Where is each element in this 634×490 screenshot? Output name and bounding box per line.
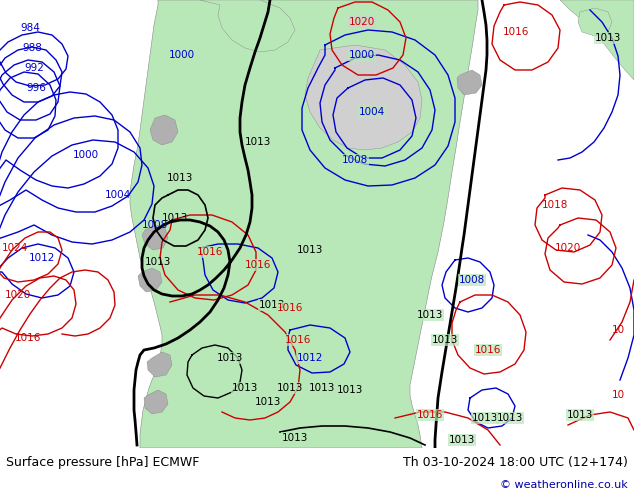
Text: 996: 996	[26, 83, 46, 93]
Polygon shape	[457, 70, 482, 95]
Text: 1013: 1013	[309, 383, 335, 393]
Text: 1012: 1012	[297, 353, 323, 363]
Text: 1013: 1013	[567, 410, 593, 420]
Text: 1013: 1013	[245, 137, 271, 147]
Text: 1013: 1013	[432, 335, 458, 345]
Text: Th 03-10-2024 18:00 UTC (12+174): Th 03-10-2024 18:00 UTC (12+174)	[403, 456, 628, 469]
Text: 1016: 1016	[277, 303, 303, 313]
Text: 1016: 1016	[475, 345, 501, 355]
Text: 1013: 1013	[472, 413, 498, 423]
Text: 10: 10	[611, 390, 624, 400]
Text: 1024: 1024	[2, 243, 28, 253]
Text: 1013: 1013	[497, 413, 523, 423]
Text: 1018: 1018	[542, 200, 568, 210]
Text: 1013: 1013	[297, 245, 323, 255]
Text: 1013: 1013	[255, 397, 281, 407]
Text: 1013: 1013	[337, 385, 363, 395]
Text: 1013: 1013	[167, 173, 193, 183]
Text: 1013: 1013	[145, 257, 171, 267]
Text: 1000: 1000	[73, 150, 99, 160]
Text: 1013: 1013	[217, 353, 243, 363]
Text: 1013: 1013	[417, 310, 443, 320]
Polygon shape	[142, 225, 168, 250]
Text: 1013: 1013	[259, 300, 285, 310]
Text: 1013: 1013	[232, 383, 258, 393]
Text: 1008: 1008	[459, 275, 485, 285]
Text: 10: 10	[611, 325, 624, 335]
Text: © weatheronline.co.uk: © weatheronline.co.uk	[500, 480, 628, 490]
Text: 1013: 1013	[162, 213, 188, 223]
Polygon shape	[144, 390, 168, 414]
Text: 1013: 1013	[281, 433, 308, 443]
Text: 1016: 1016	[503, 27, 529, 37]
Text: 1016: 1016	[197, 247, 223, 257]
Polygon shape	[305, 45, 422, 150]
Text: 1008: 1008	[142, 220, 168, 230]
Text: 1012: 1012	[29, 253, 55, 263]
Text: 1000: 1000	[349, 50, 375, 60]
Text: 1016: 1016	[285, 335, 311, 345]
Polygon shape	[150, 115, 178, 145]
Text: 1013: 1013	[595, 33, 621, 43]
Text: 1020: 1020	[349, 17, 375, 27]
Text: 988: 988	[22, 43, 42, 53]
Text: 1013: 1013	[449, 435, 476, 445]
Text: 1000: 1000	[169, 50, 195, 60]
Text: 1013: 1013	[277, 383, 303, 393]
Text: 1016: 1016	[245, 260, 271, 270]
Polygon shape	[130, 0, 478, 448]
Text: 1020: 1020	[555, 243, 581, 253]
Text: 1008: 1008	[342, 155, 368, 165]
Polygon shape	[138, 268, 162, 292]
Polygon shape	[147, 352, 172, 377]
Text: 1020: 1020	[5, 290, 31, 300]
Text: 992: 992	[24, 63, 44, 73]
Text: 1004: 1004	[105, 190, 131, 200]
Text: 1016: 1016	[417, 410, 443, 420]
Text: 1016: 1016	[15, 333, 41, 343]
Polygon shape	[200, 0, 295, 52]
Text: Surface pressure [hPa] ECMWF: Surface pressure [hPa] ECMWF	[6, 456, 200, 469]
Text: 984: 984	[20, 23, 40, 33]
Polygon shape	[560, 0, 634, 80]
Polygon shape	[578, 8, 612, 36]
Text: 1004: 1004	[359, 107, 385, 117]
